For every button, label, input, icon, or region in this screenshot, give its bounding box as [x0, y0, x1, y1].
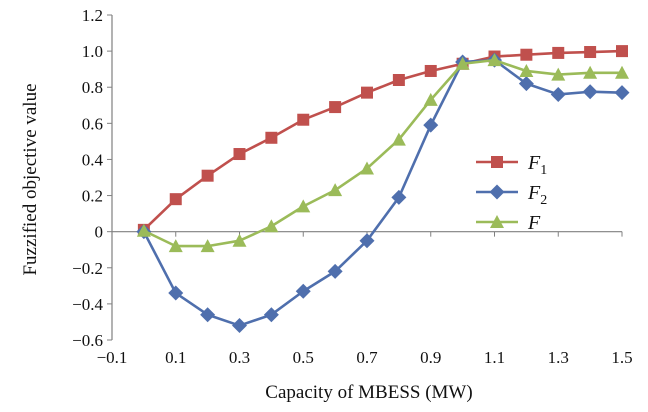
data-point-F	[615, 65, 629, 79]
legend-item-F: F	[476, 212, 541, 234]
x-tick-label: 1.5	[611, 348, 632, 367]
series-F1	[137, 45, 628, 236]
data-point-F	[455, 56, 470, 70]
data-point-F2	[327, 263, 343, 279]
x-tick-label: 0.1	[165, 348, 186, 367]
y-axis-title: Fuzzified objective value	[20, 83, 41, 275]
data-point-F2	[391, 189, 407, 205]
data-point-F1	[201, 169, 214, 182]
data-point-F	[583, 65, 598, 79]
data-point-F	[328, 183, 343, 197]
legend-item-F1: F1	[476, 152, 547, 178]
legend: F1 F2 F	[476, 152, 547, 234]
y-tick-label: 1.2	[82, 6, 103, 25]
axes: −0.6 −0.4 −0.2 0 0.2 0.4 0.6 0.8 1.0 1.2 −0.1 0.1 0.…	[72, 6, 632, 367]
y-tick-label: 0	[95, 223, 104, 242]
series-line-F2	[142, 58, 623, 327]
x-tick-label: 1.1	[484, 348, 505, 367]
y-tick-label: −0.6	[72, 331, 103, 350]
data-point-F2	[295, 283, 311, 299]
data-point-F2	[200, 307, 216, 323]
data-point-F2	[232, 318, 247, 334]
data-point-F1	[297, 113, 310, 126]
data-point-F2	[550, 86, 566, 102]
x-tick-label: 0.5	[293, 348, 314, 367]
data-point-F1	[361, 86, 373, 99]
x-tick-label: −0.1	[97, 348, 128, 367]
series-layer	[136, 45, 630, 334]
y-tick-label: 0.6	[82, 114, 103, 133]
data-point-F2	[168, 285, 184, 301]
x-tick-label: 0.9	[420, 348, 441, 367]
data-point-F2	[423, 117, 439, 133]
data-point-F	[423, 92, 438, 106]
data-point-F	[487, 53, 502, 67]
x-tick-label: 0.3	[229, 348, 250, 367]
data-point-F1	[552, 46, 565, 59]
legend-label: F2	[527, 182, 547, 208]
series-F	[136, 53, 629, 253]
y-tick-label: 0.2	[82, 187, 103, 206]
data-point-F2	[614, 85, 630, 101]
data-point-F	[232, 233, 247, 247]
data-point-F1	[584, 46, 597, 59]
data-point-F1	[169, 193, 182, 206]
data-point-F1	[233, 148, 246, 161]
legend-label: F	[527, 212, 541, 234]
data-point-F2	[582, 84, 598, 100]
data-point-F2	[359, 233, 375, 249]
y-tick-label: 1.0	[82, 42, 103, 61]
legend-marker	[490, 215, 504, 228]
series-line-F	[143, 58, 622, 248]
legend-marker	[489, 184, 505, 200]
data-point-F1	[424, 64, 437, 77]
legend-marker	[491, 156, 503, 168]
data-point-F1	[616, 45, 628, 58]
data-point-F	[360, 161, 374, 175]
x-tick-label: 0.7	[356, 348, 378, 367]
y-tick-label: −0.4	[72, 295, 103, 314]
y-tick-label: 0.4	[82, 150, 104, 169]
data-point-F	[391, 132, 406, 146]
data-point-F	[168, 239, 183, 253]
data-point-F	[551, 67, 566, 81]
y-tick-label: 0.8	[82, 78, 103, 97]
data-point-F	[136, 223, 151, 237]
data-point-F	[296, 199, 311, 213]
data-point-F1	[392, 74, 405, 86]
data-point-F2	[518, 76, 534, 92]
data-point-F1	[329, 101, 342, 114]
series-line-F1	[142, 49, 623, 231]
data-point-F	[264, 219, 279, 233]
data-point-F	[200, 239, 215, 253]
series-F2	[136, 52, 630, 334]
y-tick-label: −0.2	[72, 259, 103, 278]
data-point-F2	[263, 307, 279, 323]
data-point-F1	[265, 131, 278, 144]
data-point-F	[519, 63, 534, 77]
legend-item-F2: F2	[476, 182, 547, 208]
x-tick-label: 1.3	[548, 348, 569, 367]
x-axis-title: Capacity of MBESS (MW)	[265, 382, 472, 403]
data-point-F1	[520, 48, 533, 61]
legend-label: F1	[527, 152, 547, 178]
